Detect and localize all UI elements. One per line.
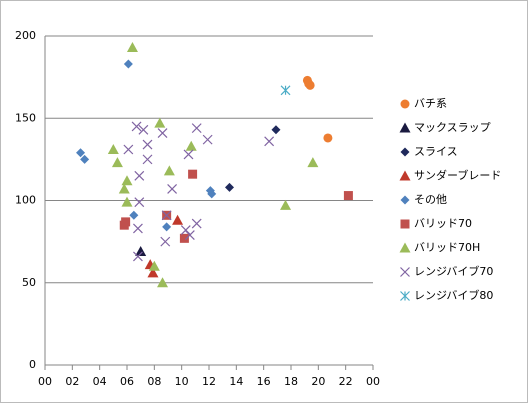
point <box>148 260 160 271</box>
point <box>188 169 198 179</box>
legend-label: レンジバイブ70 <box>414 264 493 278</box>
point <box>76 148 86 158</box>
x-tick-label: 10 <box>175 375 189 388</box>
y-tick-label: 150 <box>15 111 36 124</box>
point <box>185 140 197 151</box>
x-tick-label: 20 <box>311 375 325 388</box>
point <box>123 59 133 69</box>
point <box>225 182 234 192</box>
point <box>134 197 145 208</box>
legend-label: サンダーブレード <box>414 168 501 182</box>
x-tick-label: 02 <box>65 375 79 388</box>
point <box>323 133 333 143</box>
point <box>133 251 143 262</box>
point <box>160 236 171 247</box>
y-tick-label: 100 <box>15 194 36 207</box>
x-tick-label: 18 <box>284 375 298 388</box>
y-tick-label: 200 <box>15 29 36 42</box>
point <box>111 157 123 168</box>
legend-marker <box>399 170 411 181</box>
point <box>157 128 168 138</box>
point <box>162 222 172 232</box>
x-tick-label: 06 <box>120 375 134 388</box>
point <box>133 223 143 234</box>
point <box>134 170 145 181</box>
point <box>191 123 202 134</box>
point <box>157 277 169 288</box>
point <box>123 144 134 155</box>
legend-label: バリッド70H <box>414 241 480 254</box>
point <box>207 189 217 199</box>
point <box>307 157 319 168</box>
point <box>202 134 213 145</box>
legend-label: バチ系 <box>414 97 447 110</box>
x-tick-label: 22 <box>339 375 353 388</box>
legend-label: スライス <box>414 145 458 158</box>
point <box>121 196 133 207</box>
point <box>142 154 153 165</box>
point <box>121 217 131 227</box>
point <box>131 121 142 132</box>
point <box>179 233 189 243</box>
x-tick-label: 00 <box>38 375 52 388</box>
legend-label: その他 <box>414 193 447 206</box>
legend-label: レンジバイブ80 <box>414 288 493 302</box>
legend-marker <box>399 242 411 253</box>
point <box>167 184 178 194</box>
point <box>147 267 159 278</box>
x-tick-label: 12 <box>202 375 216 388</box>
point <box>154 117 166 128</box>
x-tick-label: 14 <box>229 375 243 388</box>
point <box>107 144 119 155</box>
legend-marker <box>400 267 410 277</box>
point <box>264 136 275 147</box>
x-tick-label: 04 <box>93 375 107 388</box>
point <box>191 218 202 229</box>
legend-marker <box>400 99 410 109</box>
x-tick-label: 16 <box>257 375 271 388</box>
point <box>80 154 90 164</box>
point <box>343 191 353 201</box>
legend-label: バリッド70 <box>414 217 472 230</box>
y-tick-label: 0 <box>29 358 36 371</box>
point <box>129 210 139 220</box>
legend-marker <box>400 147 410 157</box>
point <box>305 80 315 90</box>
point <box>163 165 175 176</box>
point <box>135 245 147 256</box>
y-tick-label: 50 <box>22 276 36 289</box>
x-tick-label: 08 <box>147 375 161 388</box>
legend-marker <box>399 122 411 133</box>
point <box>126 42 138 53</box>
point <box>118 183 130 194</box>
point <box>280 199 292 210</box>
point <box>138 124 149 135</box>
legend-marker <box>400 291 410 301</box>
point <box>280 85 291 96</box>
x-tick-label: 00 <box>366 375 380 388</box>
point <box>121 175 133 186</box>
point <box>184 230 195 240</box>
point <box>172 214 184 225</box>
point <box>271 125 281 135</box>
point <box>142 139 153 150</box>
legend-marker <box>400 219 410 229</box>
point <box>161 210 172 221</box>
legend-label: マックスラップ <box>414 121 491 134</box>
legend-marker <box>400 195 410 205</box>
point <box>183 149 194 160</box>
